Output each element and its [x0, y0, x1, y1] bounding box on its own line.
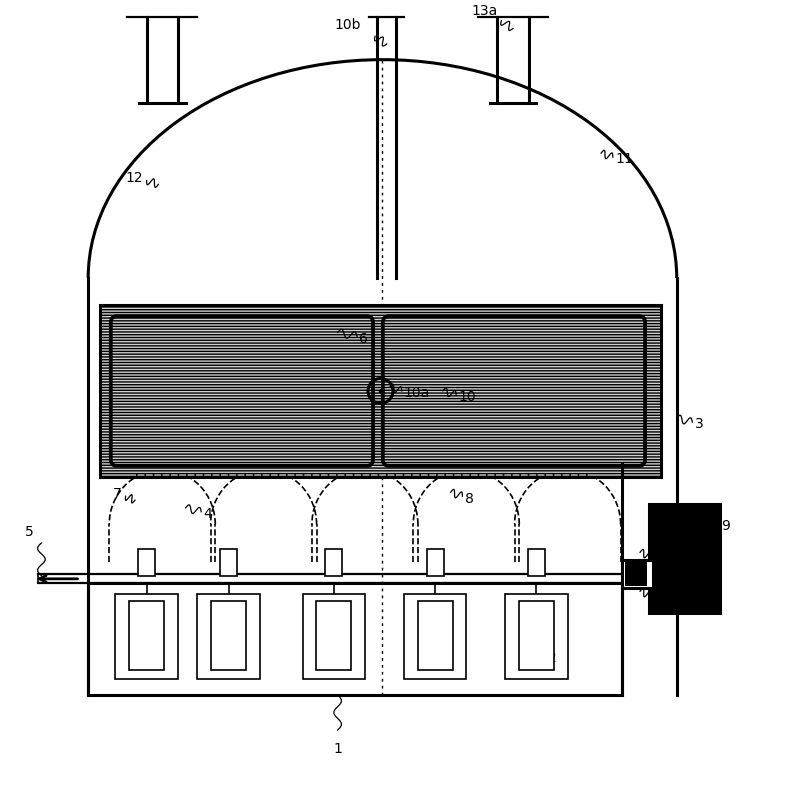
Text: 2: 2 — [548, 652, 557, 665]
Bar — [316, 601, 351, 670]
Bar — [506, 593, 567, 679]
Bar — [88, 583, 622, 695]
Bar — [404, 593, 466, 679]
Bar — [115, 593, 178, 679]
Bar — [418, 601, 453, 670]
Text: 10b: 10b — [334, 18, 361, 32]
Text: 9: 9 — [721, 519, 730, 533]
Text: 9a: 9a — [654, 552, 671, 566]
Bar — [220, 549, 237, 576]
Bar — [129, 601, 164, 670]
Bar — [100, 305, 661, 476]
Text: 12: 12 — [125, 171, 142, 185]
Bar — [626, 563, 647, 586]
Bar — [528, 549, 545, 576]
Text: 1: 1 — [334, 742, 342, 755]
Text: 9b: 9b — [654, 590, 671, 604]
Text: 7: 7 — [113, 487, 122, 501]
Bar — [519, 601, 554, 670]
Text: 10: 10 — [458, 390, 476, 404]
Text: 6: 6 — [359, 332, 368, 346]
Text: 10a: 10a — [404, 386, 430, 400]
Bar — [302, 593, 365, 679]
Bar — [138, 549, 155, 576]
Bar — [650, 504, 719, 613]
Text: 5: 5 — [26, 525, 34, 539]
Bar — [622, 560, 654, 588]
Bar — [325, 549, 342, 576]
Bar — [198, 593, 260, 679]
Text: 8: 8 — [465, 491, 474, 505]
Bar — [426, 549, 444, 576]
Text: 4: 4 — [203, 507, 212, 521]
Text: 11: 11 — [615, 152, 633, 167]
Text: 3: 3 — [694, 417, 703, 432]
Text: 13a: 13a — [471, 5, 498, 18]
Bar — [211, 601, 246, 670]
